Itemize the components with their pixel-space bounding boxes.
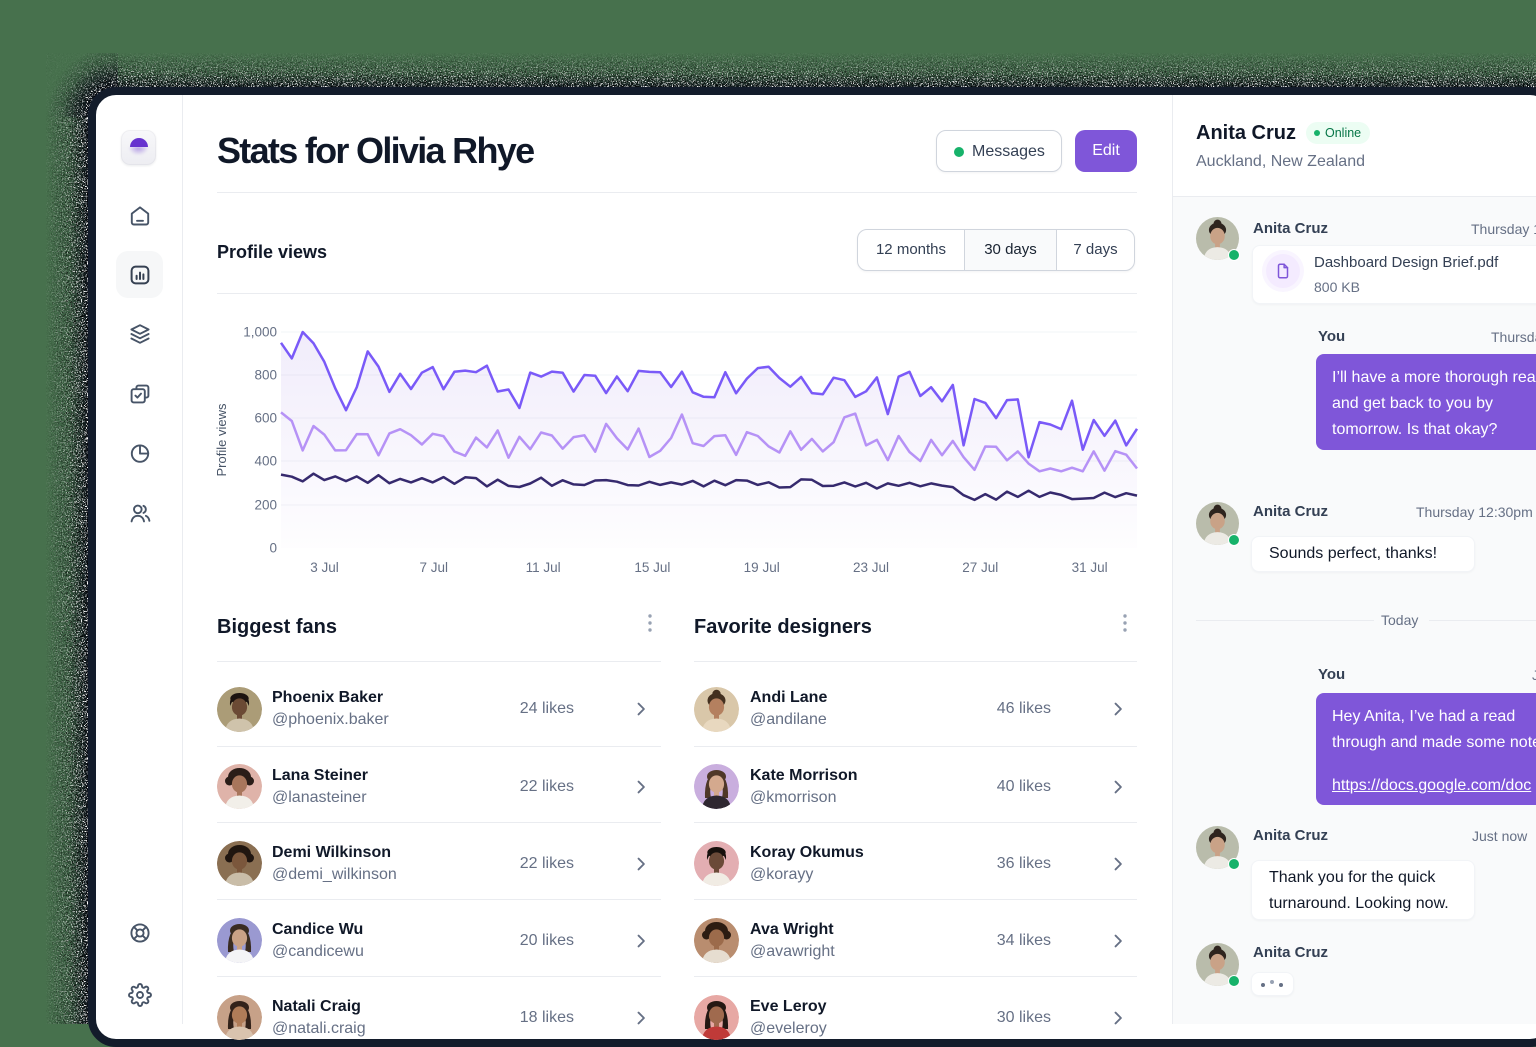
svg-text:7 Jul: 7 Jul [420,560,449,575]
svg-text:Profile views: Profile views [214,403,229,476]
svg-text:15 Jul: 15 Jul [634,560,670,575]
svg-text:1,000: 1,000 [243,325,277,340]
svg-text:19 Jul: 19 Jul [744,560,780,575]
svg-text:31 Jul: 31 Jul [1072,560,1108,575]
svg-text:23 Jul: 23 Jul [853,560,889,575]
svg-text:200: 200 [254,498,277,513]
svg-text:800: 800 [254,368,277,383]
svg-text:27 Jul: 27 Jul [962,560,998,575]
svg-text:400: 400 [254,454,277,469]
svg-text:600: 600 [254,411,277,426]
svg-text:11 Jul: 11 Jul [526,560,561,575]
svg-text:3 Jul: 3 Jul [310,560,339,575]
svg-text:0: 0 [269,541,277,556]
